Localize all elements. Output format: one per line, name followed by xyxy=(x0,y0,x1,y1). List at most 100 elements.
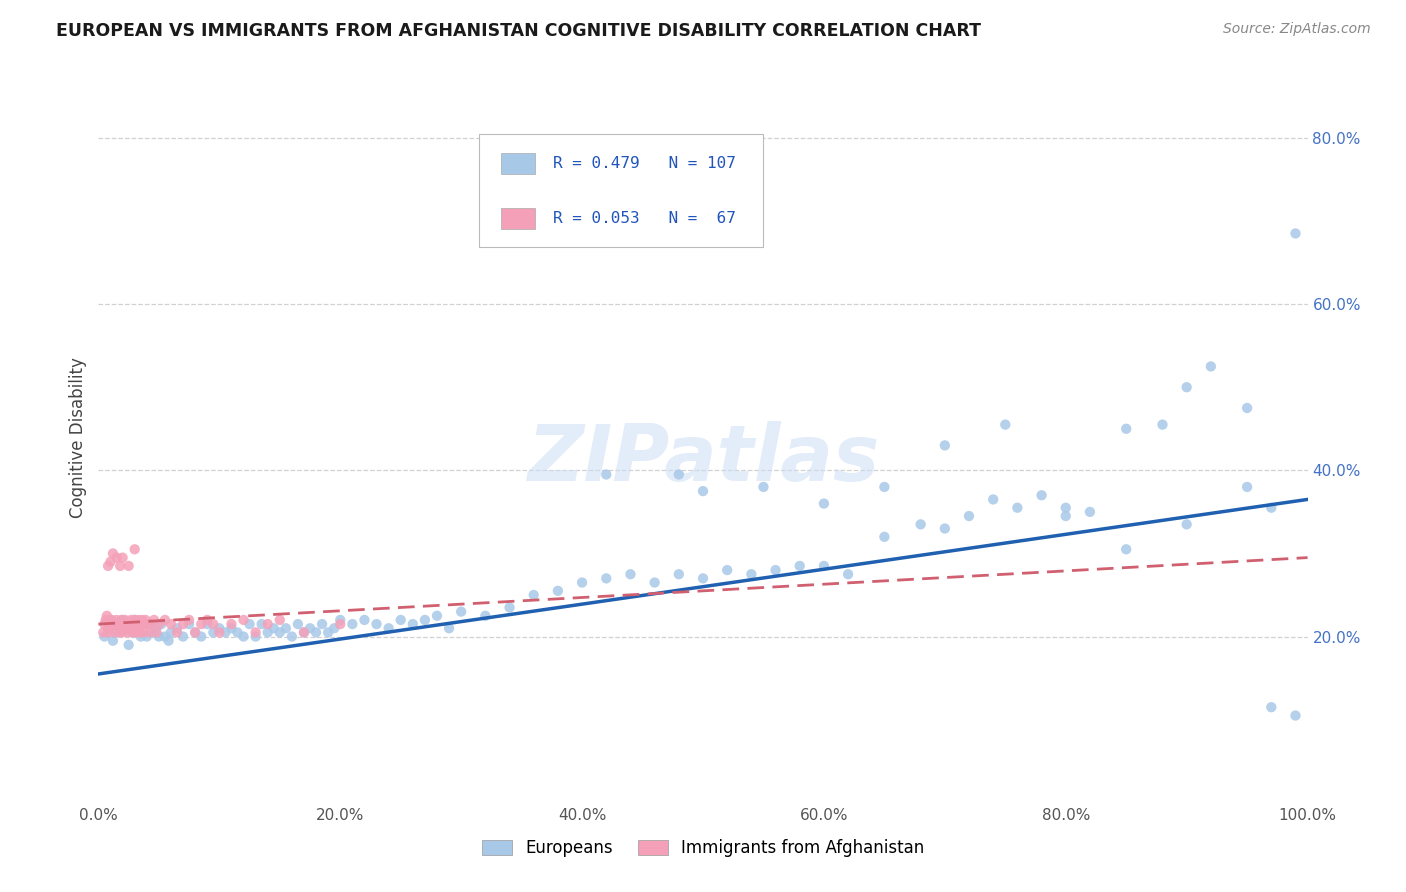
Point xyxy=(138,617,160,632)
Point xyxy=(245,630,267,644)
Point xyxy=(108,617,131,632)
Point xyxy=(115,617,138,632)
Point xyxy=(752,480,775,494)
Point xyxy=(195,613,218,627)
Point xyxy=(128,625,150,640)
Point xyxy=(93,630,115,644)
Point xyxy=(190,630,212,644)
Point xyxy=(100,613,122,627)
Point xyxy=(160,625,183,640)
Point xyxy=(145,625,167,640)
Point xyxy=(256,617,278,632)
Point xyxy=(131,613,153,627)
Point xyxy=(129,617,152,632)
Point xyxy=(160,617,183,632)
Point xyxy=(108,558,131,573)
Point xyxy=(256,625,278,640)
Point xyxy=(765,563,787,577)
Text: ZIPatlas: ZIPatlas xyxy=(527,421,879,497)
Point xyxy=(1054,500,1077,515)
Point xyxy=(97,558,120,573)
Point xyxy=(299,621,322,635)
Point xyxy=(110,613,132,627)
Point xyxy=(1175,380,1198,394)
Point xyxy=(1284,708,1306,723)
Point xyxy=(202,617,225,632)
Point xyxy=(129,630,152,644)
Point xyxy=(121,625,143,640)
Point xyxy=(389,613,412,627)
Point xyxy=(813,497,835,511)
Point xyxy=(96,608,118,623)
Point xyxy=(101,633,124,648)
Point xyxy=(221,617,243,632)
Point xyxy=(108,617,131,632)
Point xyxy=(740,567,762,582)
Point xyxy=(134,617,156,632)
Point xyxy=(114,621,136,635)
Point xyxy=(269,613,291,627)
Point xyxy=(450,605,472,619)
Point xyxy=(148,630,170,644)
Point xyxy=(1236,401,1258,415)
Text: R = 0.053   N =  67: R = 0.053 N = 67 xyxy=(553,211,735,226)
Point xyxy=(595,571,617,585)
Point xyxy=(108,625,131,640)
Point xyxy=(157,633,180,648)
Point xyxy=(208,621,231,635)
Point xyxy=(208,625,231,640)
Point xyxy=(111,550,134,565)
Point xyxy=(195,617,218,632)
Point xyxy=(221,621,243,635)
FancyBboxPatch shape xyxy=(501,153,534,174)
Point xyxy=(377,621,399,635)
Point xyxy=(716,563,738,577)
Point xyxy=(142,625,165,640)
Point xyxy=(214,625,236,640)
Point xyxy=(1115,422,1137,436)
Point xyxy=(1054,509,1077,524)
Point xyxy=(132,625,155,640)
Point xyxy=(111,625,134,640)
Point xyxy=(934,438,956,452)
Point xyxy=(498,600,520,615)
Point xyxy=(269,625,291,640)
Point xyxy=(1115,542,1137,557)
Point xyxy=(342,617,364,632)
Legend: Europeans, Immigrants from Afghanistan: Europeans, Immigrants from Afghanistan xyxy=(475,832,931,864)
Point xyxy=(934,521,956,535)
Point xyxy=(981,492,1004,507)
Point xyxy=(692,571,714,585)
Point xyxy=(311,617,333,632)
Point xyxy=(93,617,115,632)
Point xyxy=(523,588,546,602)
Point xyxy=(134,617,156,632)
Point xyxy=(232,630,254,644)
Point xyxy=(127,621,149,635)
Point xyxy=(153,630,176,644)
Point xyxy=(426,608,449,623)
Text: Source: ZipAtlas.com: Source: ZipAtlas.com xyxy=(1223,22,1371,37)
Point xyxy=(1175,517,1198,532)
Point xyxy=(153,613,176,627)
Point xyxy=(1199,359,1222,374)
Point xyxy=(1078,505,1101,519)
Point xyxy=(91,625,114,640)
Point xyxy=(595,467,617,482)
Point xyxy=(122,617,145,632)
Point xyxy=(105,613,128,627)
Point xyxy=(111,613,134,627)
Point xyxy=(250,617,273,632)
Point xyxy=(98,621,121,635)
Point xyxy=(1284,227,1306,241)
Point xyxy=(1031,488,1053,502)
Point xyxy=(437,621,460,635)
Point xyxy=(873,530,896,544)
Point xyxy=(413,613,436,627)
Point xyxy=(190,617,212,632)
Point xyxy=(644,575,666,590)
Point xyxy=(179,613,201,627)
Point xyxy=(179,617,201,632)
Point xyxy=(202,625,225,640)
Point xyxy=(1236,480,1258,494)
